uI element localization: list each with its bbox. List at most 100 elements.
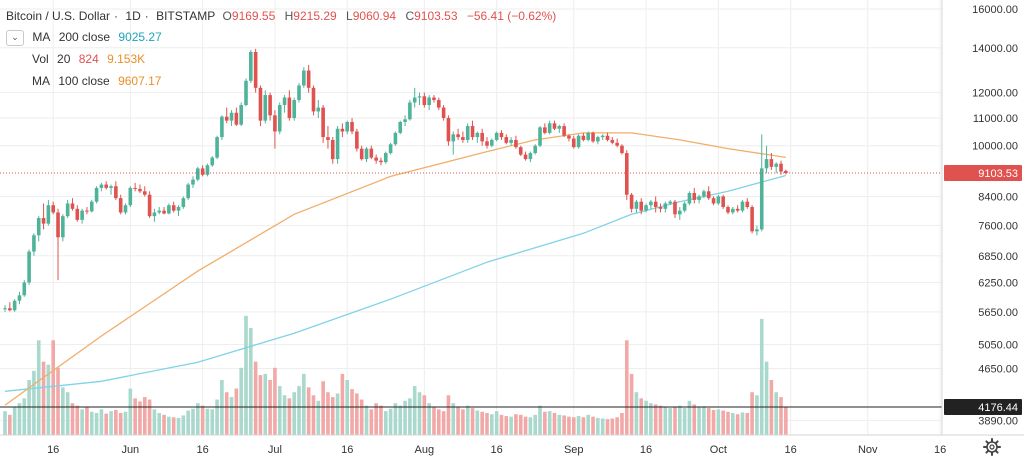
- candle: [46, 199, 51, 226]
- candle: [644, 203, 648, 213]
- candle: [764, 145, 769, 174]
- candle: [702, 189, 706, 199]
- candle: [408, 100, 412, 121]
- candle: [70, 198, 75, 211]
- candle-body: [490, 139, 494, 146]
- volume-bar: [359, 399, 364, 435]
- volume-bar: [186, 410, 190, 435]
- x-tick-label: 16: [491, 444, 503, 456]
- candle-body: [485, 141, 489, 146]
- volume-bar: [8, 414, 12, 435]
- ma200-legend[interactable]: ⌄ MA 200 close 9025.27: [6, 26, 560, 48]
- volume-bar: [383, 411, 388, 435]
- y-tick-label: 5050.00: [978, 339, 1018, 351]
- candle-body: [668, 201, 672, 204]
- candle-body: [70, 203, 75, 209]
- candle: [249, 49, 253, 84]
- candle-body: [263, 95, 268, 121]
- low-label: L: [346, 9, 353, 23]
- candle-body: [543, 127, 547, 133]
- symbol-title[interactable]: Bitcoin / U.S. Dollar: [6, 9, 111, 23]
- candle-body: [128, 187, 133, 206]
- candle-body: [774, 163, 778, 167]
- candle-body: [461, 137, 465, 140]
- candle: [543, 123, 547, 135]
- interval-label[interactable]: 1D: [125, 9, 141, 23]
- candle-body: [340, 128, 345, 132]
- volume-bar: [668, 408, 672, 435]
- volume-bar: [104, 413, 109, 435]
- volume-bar: [711, 409, 716, 435]
- ma100-legend[interactable]: MA 100 close 9607.17: [6, 70, 560, 92]
- volume-bar: [316, 400, 321, 435]
- candle-body: [200, 168, 205, 175]
- legend: Bitcoin / U.S. Dollar · 1D · BITSTAMP O916…: [6, 6, 560, 92]
- vol-name: Vol: [32, 52, 49, 66]
- x-tick-label: Jul: [268, 444, 282, 456]
- volume-bar: [234, 388, 239, 435]
- volume-bar: [784, 406, 788, 435]
- candle-body: [104, 184, 109, 188]
- candle-body: [706, 191, 711, 199]
- candle: [668, 199, 672, 206]
- candle-body: [711, 198, 716, 204]
- candle-body: [475, 132, 480, 138]
- candle: [687, 191, 692, 206]
- candle-body: [769, 159, 774, 167]
- volume-bar: [716, 409, 721, 435]
- candle: [316, 100, 321, 118]
- volume-bar: [70, 403, 75, 435]
- plot-area[interactable]: [0, 0, 942, 435]
- candle-body: [388, 144, 393, 154]
- candle-body: [465, 126, 470, 140]
- volume-bar: [547, 411, 552, 435]
- candle: [114, 181, 118, 200]
- candle-body: [80, 210, 84, 220]
- ma200-params: 200 close: [58, 30, 111, 44]
- candle: [615, 138, 619, 148]
- volume-bar: [65, 392, 70, 435]
- candle-body: [673, 201, 677, 215]
- price-tag-label: 9103.53: [978, 168, 1018, 180]
- volume-legend[interactable]: Vol 20 824 9.153K: [6, 48, 560, 70]
- candle-body: [215, 137, 219, 158]
- settings-gear-icon[interactable]: [983, 438, 1001, 456]
- candle: [345, 120, 350, 135]
- candle-body: [591, 132, 595, 142]
- candle: [403, 115, 407, 127]
- volume-bar: [437, 409, 441, 435]
- candle: [706, 186, 711, 200]
- candle-body: [750, 207, 754, 232]
- candle-body: [605, 135, 610, 140]
- candle: [591, 131, 595, 143]
- candle: [80, 208, 84, 224]
- candle: [538, 126, 542, 148]
- candle-body: [528, 153, 533, 160]
- y-tick-label: 6250.00: [978, 277, 1018, 289]
- volume-bar: [509, 416, 513, 435]
- candle-body: [253, 51, 258, 88]
- collapse-chevron-icon[interactable]: ⌄: [6, 29, 24, 46]
- candle-body: [147, 194, 152, 217]
- candle: [123, 203, 128, 215]
- candle-body: [277, 105, 282, 132]
- candle-body: [634, 201, 639, 209]
- candle: [162, 207, 166, 215]
- volume-bar: [128, 388, 133, 435]
- candle-body: [687, 192, 692, 204]
- volume-bar: [138, 401, 142, 435]
- y-tick-label: 10000.00: [972, 141, 1018, 153]
- candle-body: [123, 205, 128, 213]
- volume-bar: [422, 395, 427, 435]
- candle: [22, 280, 27, 297]
- candle: [427, 95, 431, 111]
- candle: [571, 135, 576, 149]
- volume-bar: [465, 405, 470, 435]
- candle: [586, 131, 591, 142]
- candle-body: [731, 208, 735, 213]
- candle: [268, 92, 272, 121]
- candle: [567, 134, 571, 142]
- volume-bar: [12, 407, 17, 435]
- candle-body: [480, 132, 484, 142]
